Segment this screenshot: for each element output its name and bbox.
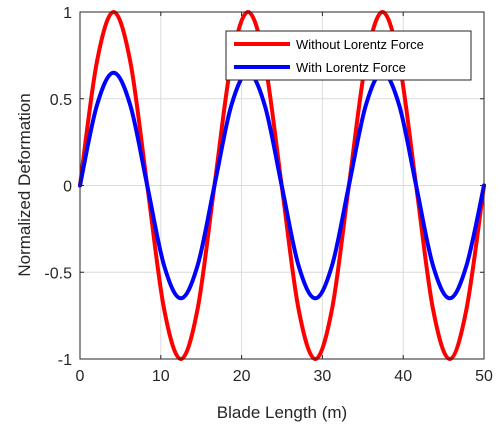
legend-entry-with-lorentz: With Lorentz Force — [296, 60, 406, 75]
y-tick-label: 0 — [63, 179, 72, 196]
x-tick-label: 0 — [76, 368, 85, 385]
x-axis-label: Blade Length (m) — [217, 403, 347, 422]
x-tick-label: 10 — [152, 368, 170, 385]
series-line-with-lorentz — [78, 70, 486, 301]
legend-entry-without-lorentz: Without Lorentz Force — [296, 37, 424, 52]
y-axis-label: Normalized Deformation — [15, 93, 34, 276]
x-tick-label: 50 — [475, 368, 493, 385]
y-tick-label: -0.5 — [44, 265, 72, 282]
tick-layer: 0 10 20 30 40 50 -1 -0.5 0 0.5 1 — [44, 5, 493, 385]
y-tick-label: 1 — [63, 5, 72, 22]
series-layer — [78, 10, 486, 361]
y-tick-label: -1 — [58, 352, 72, 369]
legend: Without Lorentz Force With Lorentz Force — [225, 30, 472, 81]
x-tick-label: 40 — [394, 368, 412, 385]
x-tick-label: 20 — [233, 368, 251, 385]
x-tick-label: 30 — [314, 368, 332, 385]
y-tick-label: 0.5 — [50, 92, 72, 109]
legend-box — [225, 30, 472, 81]
